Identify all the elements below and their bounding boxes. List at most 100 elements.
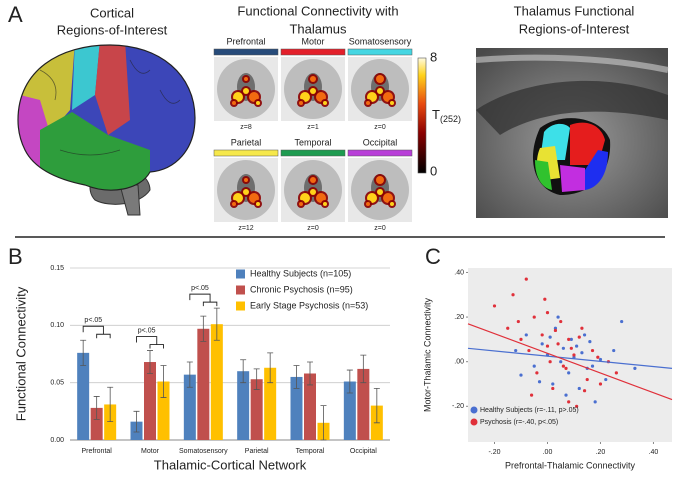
heat-blob	[299, 202, 303, 206]
error-bar	[93, 396, 100, 420]
heat-blob	[243, 88, 249, 94]
network-name: Occipital	[363, 137, 398, 147]
heat-blob	[244, 178, 248, 182]
scatter-point	[553, 328, 558, 333]
y-tick-label: .20	[454, 314, 464, 321]
scatter-point	[633, 366, 637, 370]
scatter-point	[567, 400, 571, 404]
scatter-point	[561, 364, 565, 368]
scatter-point	[572, 353, 576, 357]
scatter-point	[559, 360, 563, 364]
panel-label: A	[8, 2, 23, 27]
slice-label: z=12	[238, 225, 253, 232]
cortical-title: Regions-of-Interest	[57, 22, 168, 37]
scatter-point	[598, 382, 603, 386]
heat-blob	[377, 189, 383, 195]
scatter-point	[514, 348, 518, 353]
panel-label: C	[425, 244, 441, 269]
heat-blob	[366, 101, 370, 105]
y-tick-label: 0.15	[50, 265, 64, 272]
brain-lateral	[17, 44, 196, 216]
heat-blob	[376, 75, 384, 83]
error-bar	[160, 365, 167, 398]
scatter-point	[506, 326, 510, 330]
scatter-point	[551, 382, 555, 386]
bar	[264, 367, 277, 440]
slice-label: z=1	[307, 124, 319, 131]
significance-bracket	[82, 325, 111, 339]
slice-label: z=0	[374, 225, 386, 232]
scatter-point	[527, 348, 531, 353]
legend-label: Psychosis (r=-.40, p<.05)	[480, 419, 558, 426]
scatter-point	[516, 319, 520, 324]
error-bar	[147, 350, 153, 374]
scatter-point	[564, 393, 568, 397]
x-tick-label: Somatosensory	[179, 448, 228, 455]
scatter-point	[524, 277, 528, 281]
error-bar	[320, 405, 327, 441]
colorbar	[417, 57, 427, 174]
scatter-point	[598, 357, 603, 362]
heat-blob	[323, 101, 327, 105]
error-bar	[253, 368, 260, 390]
scatter-point	[548, 335, 552, 339]
legend-label: Healthy Subjects (r=-.11, p>.05)	[480, 407, 579, 414]
scatter-point	[564, 366, 568, 370]
x-tick-label: Prefrontal	[81, 448, 112, 455]
bar	[304, 373, 316, 440]
bar	[77, 352, 90, 440]
heat-blob	[310, 177, 316, 183]
significance-label: p<.05	[138, 327, 156, 334]
bar	[197, 328, 210, 440]
scatter-point	[561, 346, 565, 350]
legend-label: Healthy Subjects (n=105)	[250, 268, 351, 278]
thalamus-image	[475, 48, 669, 218]
significance-label: p<.05	[191, 285, 209, 292]
x-tick-label: Parietal	[245, 448, 269, 455]
network-name: Temporal	[294, 137, 331, 147]
colorbar-max: 8	[430, 49, 437, 64]
scatter-point	[556, 342, 560, 346]
heat-blob	[390, 202, 394, 206]
scatter-point	[545, 311, 550, 315]
error-bar	[240, 359, 247, 384]
scatter-point	[590, 348, 595, 353]
slice-label: z=8	[240, 124, 252, 131]
scatter-point	[569, 337, 573, 341]
error-bar	[133, 410, 140, 433]
significance-bracket	[189, 293, 218, 307]
network-name: Parietal	[231, 137, 262, 147]
heat-blob	[232, 202, 236, 206]
x-tick-label: .20	[596, 449, 606, 456]
bar	[104, 404, 117, 440]
scatter-point	[614, 371, 618, 375]
y-tick-label: .00	[454, 359, 464, 366]
scatter-point	[575, 404, 579, 408]
bar	[157, 381, 170, 440]
scatter-point	[604, 377, 608, 382]
scatter-point	[551, 386, 555, 391]
scatter-point	[593, 400, 597, 404]
scatter-point	[556, 315, 560, 319]
fit-line	[467, 347, 673, 369]
scatter-point	[519, 373, 523, 377]
scatter-point	[559, 319, 563, 324]
connectivity-title: Thalamus	[289, 21, 347, 36]
scatter-point	[588, 340, 592, 344]
heat-blob	[299, 101, 303, 105]
significance-label: p<.05	[84, 317, 102, 324]
scatter-point	[575, 344, 579, 348]
scatter-point	[511, 293, 515, 297]
heat-blob	[310, 76, 316, 82]
error-bar	[293, 365, 300, 389]
legend-swatch	[236, 301, 245, 311]
bar	[250, 379, 263, 440]
y-tick-label: 0.05	[50, 380, 64, 387]
y-tick-label: .40	[454, 269, 464, 276]
bar	[343, 381, 356, 440]
error-bar	[80, 339, 87, 366]
slice-label: z=0	[374, 124, 386, 131]
scatter-point	[620, 319, 624, 324]
scatter-point	[582, 333, 587, 337]
